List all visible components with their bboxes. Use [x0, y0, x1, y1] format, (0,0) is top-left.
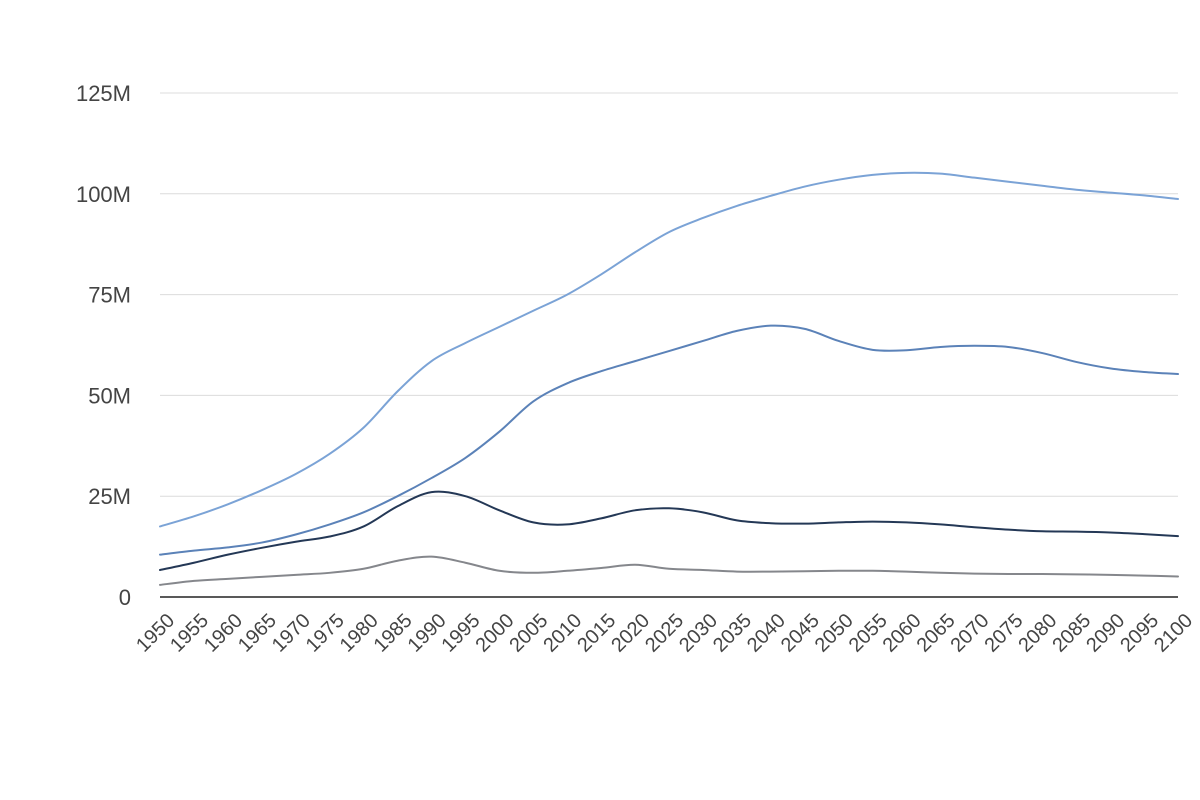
x-tick-label: 2000 — [471, 610, 518, 657]
y-tick-label: 75M — [88, 283, 131, 308]
x-tick-label: 2070 — [947, 610, 994, 657]
y-tick-label: 50M — [88, 383, 131, 408]
x-tick-label: 1960 — [200, 610, 247, 657]
x-tick-label: 2095 — [1116, 610, 1163, 657]
x-tick-label: 1990 — [404, 610, 451, 657]
x-tick-label: 1955 — [166, 610, 213, 657]
series-line-2 — [159, 324, 1179, 556]
x-tick-label: 2030 — [675, 610, 722, 657]
x-tick-label: 2065 — [913, 610, 960, 657]
y-tick-label: 25M — [88, 484, 131, 509]
x-tick-label: 2060 — [879, 610, 926, 657]
x-tick-label: 2035 — [709, 610, 756, 657]
x-tick-label: 1995 — [438, 610, 485, 657]
series-line-1 — [159, 171, 1179, 528]
x-tick-label: 1965 — [234, 610, 281, 657]
x-tick-label: 1985 — [370, 610, 417, 657]
x-tick-label: 1980 — [336, 610, 383, 657]
series-layer — [159, 171, 1179, 586]
grid-layer — [160, 92, 1178, 497]
x-tick-label: 1970 — [268, 610, 315, 657]
series-line-3 — [159, 490, 1179, 571]
x-tick-label: 2045 — [777, 610, 824, 657]
x-tick-label: 2050 — [811, 610, 858, 657]
x-tick-label: 1950 — [132, 610, 179, 657]
y-tick-label: 0 — [119, 585, 131, 610]
x-tick-label: 2085 — [1048, 610, 1095, 657]
y-axis-ticks: 0 25M 50M 75M 100M 125M — [76, 81, 131, 610]
x-tick-label: 2025 — [641, 610, 688, 657]
series-line-4 — [159, 555, 1179, 586]
x-tick-label: 2100 — [1150, 610, 1197, 657]
x-tick-label: 1975 — [302, 610, 349, 657]
x-tick-label: 2075 — [980, 610, 1027, 657]
x-tick-label: 2005 — [505, 610, 552, 657]
y-tick-label: 100M — [76, 182, 131, 207]
x-tick-label: 2040 — [743, 610, 790, 657]
x-tick-label: 2090 — [1082, 610, 1129, 657]
x-tick-label: 2020 — [607, 610, 654, 657]
x-tick-label: 2015 — [573, 610, 620, 657]
x-tick-label: 2010 — [539, 610, 586, 657]
x-tick-label: 2080 — [1014, 610, 1061, 657]
y-tick-label: 125M — [76, 81, 131, 106]
x-tick-label: 2055 — [845, 610, 892, 657]
x-axis-ticks: 1950195519601965197019751980198519901995… — [132, 610, 1197, 657]
